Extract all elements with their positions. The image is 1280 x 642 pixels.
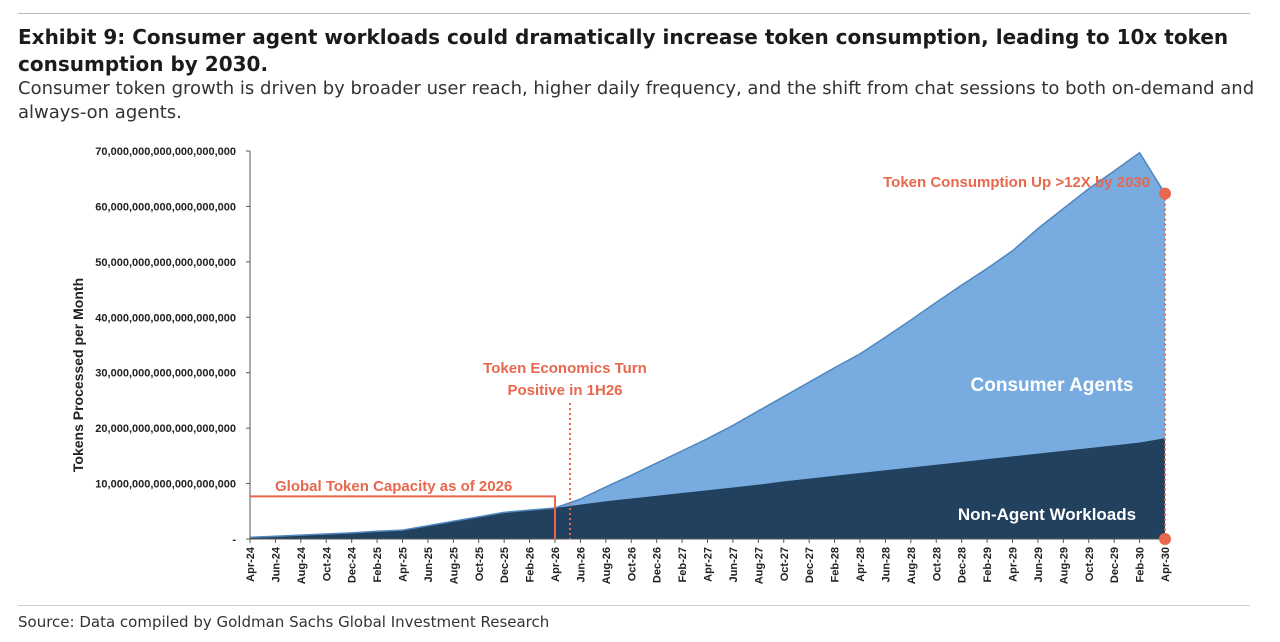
economics-label-line1: Token Economics Turn — [483, 360, 647, 377]
growth-label: Token Consumption Up >12X by 2030 — [883, 174, 1150, 191]
x-tick-label: Dec-28 — [957, 547, 969, 583]
x-tick-label: Apr-25 — [398, 547, 410, 582]
y-tick-label: 60,000,000,000,000,000,000 — [95, 201, 236, 213]
x-tick-label: Apr-27 — [703, 547, 715, 582]
x-tick-label: Aug-26 — [601, 547, 613, 584]
x-tick-label: Aug-29 — [1058, 547, 1070, 584]
token-consumption-chart: - 10,000,000,000,000,000,000 20,000,000,00… — [70, 146, 1172, 584]
economics-label-line2: Positive in 1H26 — [507, 382, 622, 399]
y-tick-label: - — [232, 534, 236, 546]
x-tick-label: Feb-27 — [677, 547, 689, 582]
x-tick-label: Jun-29 — [1033, 547, 1045, 582]
growth-bottom-marker — [1159, 533, 1171, 545]
x-tick-label: Oct-25 — [474, 547, 486, 581]
x-tick-label: Feb-29 — [982, 547, 994, 582]
x-tick-label: Jun-27 — [728, 547, 740, 582]
x-tick-label: Aug-24 — [296, 546, 308, 584]
x-tick-label: Feb-26 — [525, 547, 537, 582]
y-tick-label: 50,000,000,000,000,000,000 — [95, 257, 236, 269]
x-tick-label: Dec-24 — [347, 546, 359, 583]
x-tick-label: Apr-28 — [855, 547, 867, 582]
x-tick-label: Apr-26 — [550, 547, 562, 582]
y-tick-label: 30,000,000,000,000,000,000 — [95, 368, 236, 380]
x-tick-label: Aug-25 — [448, 547, 460, 584]
x-tick-label: Aug-27 — [753, 547, 765, 584]
consumer-agents-label: Consumer Agents — [971, 375, 1134, 396]
y-tick-label: 20,000,000,000,000,000,000 — [95, 423, 236, 435]
bottom-rule — [18, 605, 1250, 606]
x-tick-label: Feb-28 — [830, 547, 842, 582]
top-rule — [18, 13, 1250, 14]
capacity-label: Global Token Capacity as of 2026 — [275, 478, 512, 495]
area-consumer-agents — [250, 152, 1165, 539]
x-tick-label: Dec-25 — [499, 547, 511, 583]
x-tick-label: Oct-29 — [1084, 547, 1096, 581]
stacked-areas — [249, 151, 1166, 539]
exhibit-title: Exhibit 9: Consumer agent workloads coul… — [18, 25, 1229, 76]
chart-labels: Consumer Agents Non-Agent Workloads — [958, 375, 1136, 524]
chart-annotations: Global Token Capacity as of 2026 Token Ec… — [250, 174, 1171, 545]
x-tick-label: Aug-28 — [906, 547, 918, 584]
x-tick-label: Feb-30 — [1135, 547, 1147, 582]
x-tick-label: Apr-30 — [1160, 547, 1172, 582]
x-tick-label: Apr-29 — [1008, 547, 1020, 582]
exhibit-subtitle: Consumer token growth is driven by broad… — [18, 78, 1255, 123]
area-non-agent-workloads — [250, 438, 1165, 539]
x-tick-label: Jun-25 — [423, 547, 435, 582]
capacity-line — [250, 495, 556, 539]
y-tick-label: 40,000,000,000,000,000,000 — [95, 312, 236, 324]
growth-top-marker — [1159, 187, 1171, 200]
x-tick-label: Dec-26 — [652, 547, 664, 583]
x-tick-label: Oct-26 — [626, 547, 638, 581]
x-tick-label: Jun-28 — [880, 547, 892, 582]
x-tick-label: Oct-28 — [931, 547, 943, 581]
x-tick-label: Oct-24 — [321, 546, 333, 581]
total-series-line — [249, 151, 1166, 539]
x-tick-label: Dec-27 — [804, 547, 816, 583]
source-note: Source: Data compiled by Goldman Sachs G… — [18, 613, 550, 631]
non-agent-workloads-label: Non-Agent Workloads — [958, 505, 1136, 524]
chart-axes: - 10,000,000,000,000,000,000 20,000,000,00… — [70, 146, 1172, 584]
y-axis-title: Tokens Processed per Month — [70, 278, 86, 472]
y-tick-label: 10,000,000,000,000,000,000 — [95, 479, 236, 491]
x-tick-label: Jun-24 — [270, 546, 282, 582]
y-tick-label: 70,000,000,000,000,000,000 — [95, 146, 236, 158]
x-tick-label: Jun-26 — [575, 547, 587, 582]
x-tick-label: Oct-27 — [779, 547, 791, 581]
x-tick-label: Feb-25 — [372, 547, 384, 582]
x-tick-label: Dec-29 — [1109, 547, 1121, 583]
x-tick-label: Apr-24 — [245, 546, 257, 582]
